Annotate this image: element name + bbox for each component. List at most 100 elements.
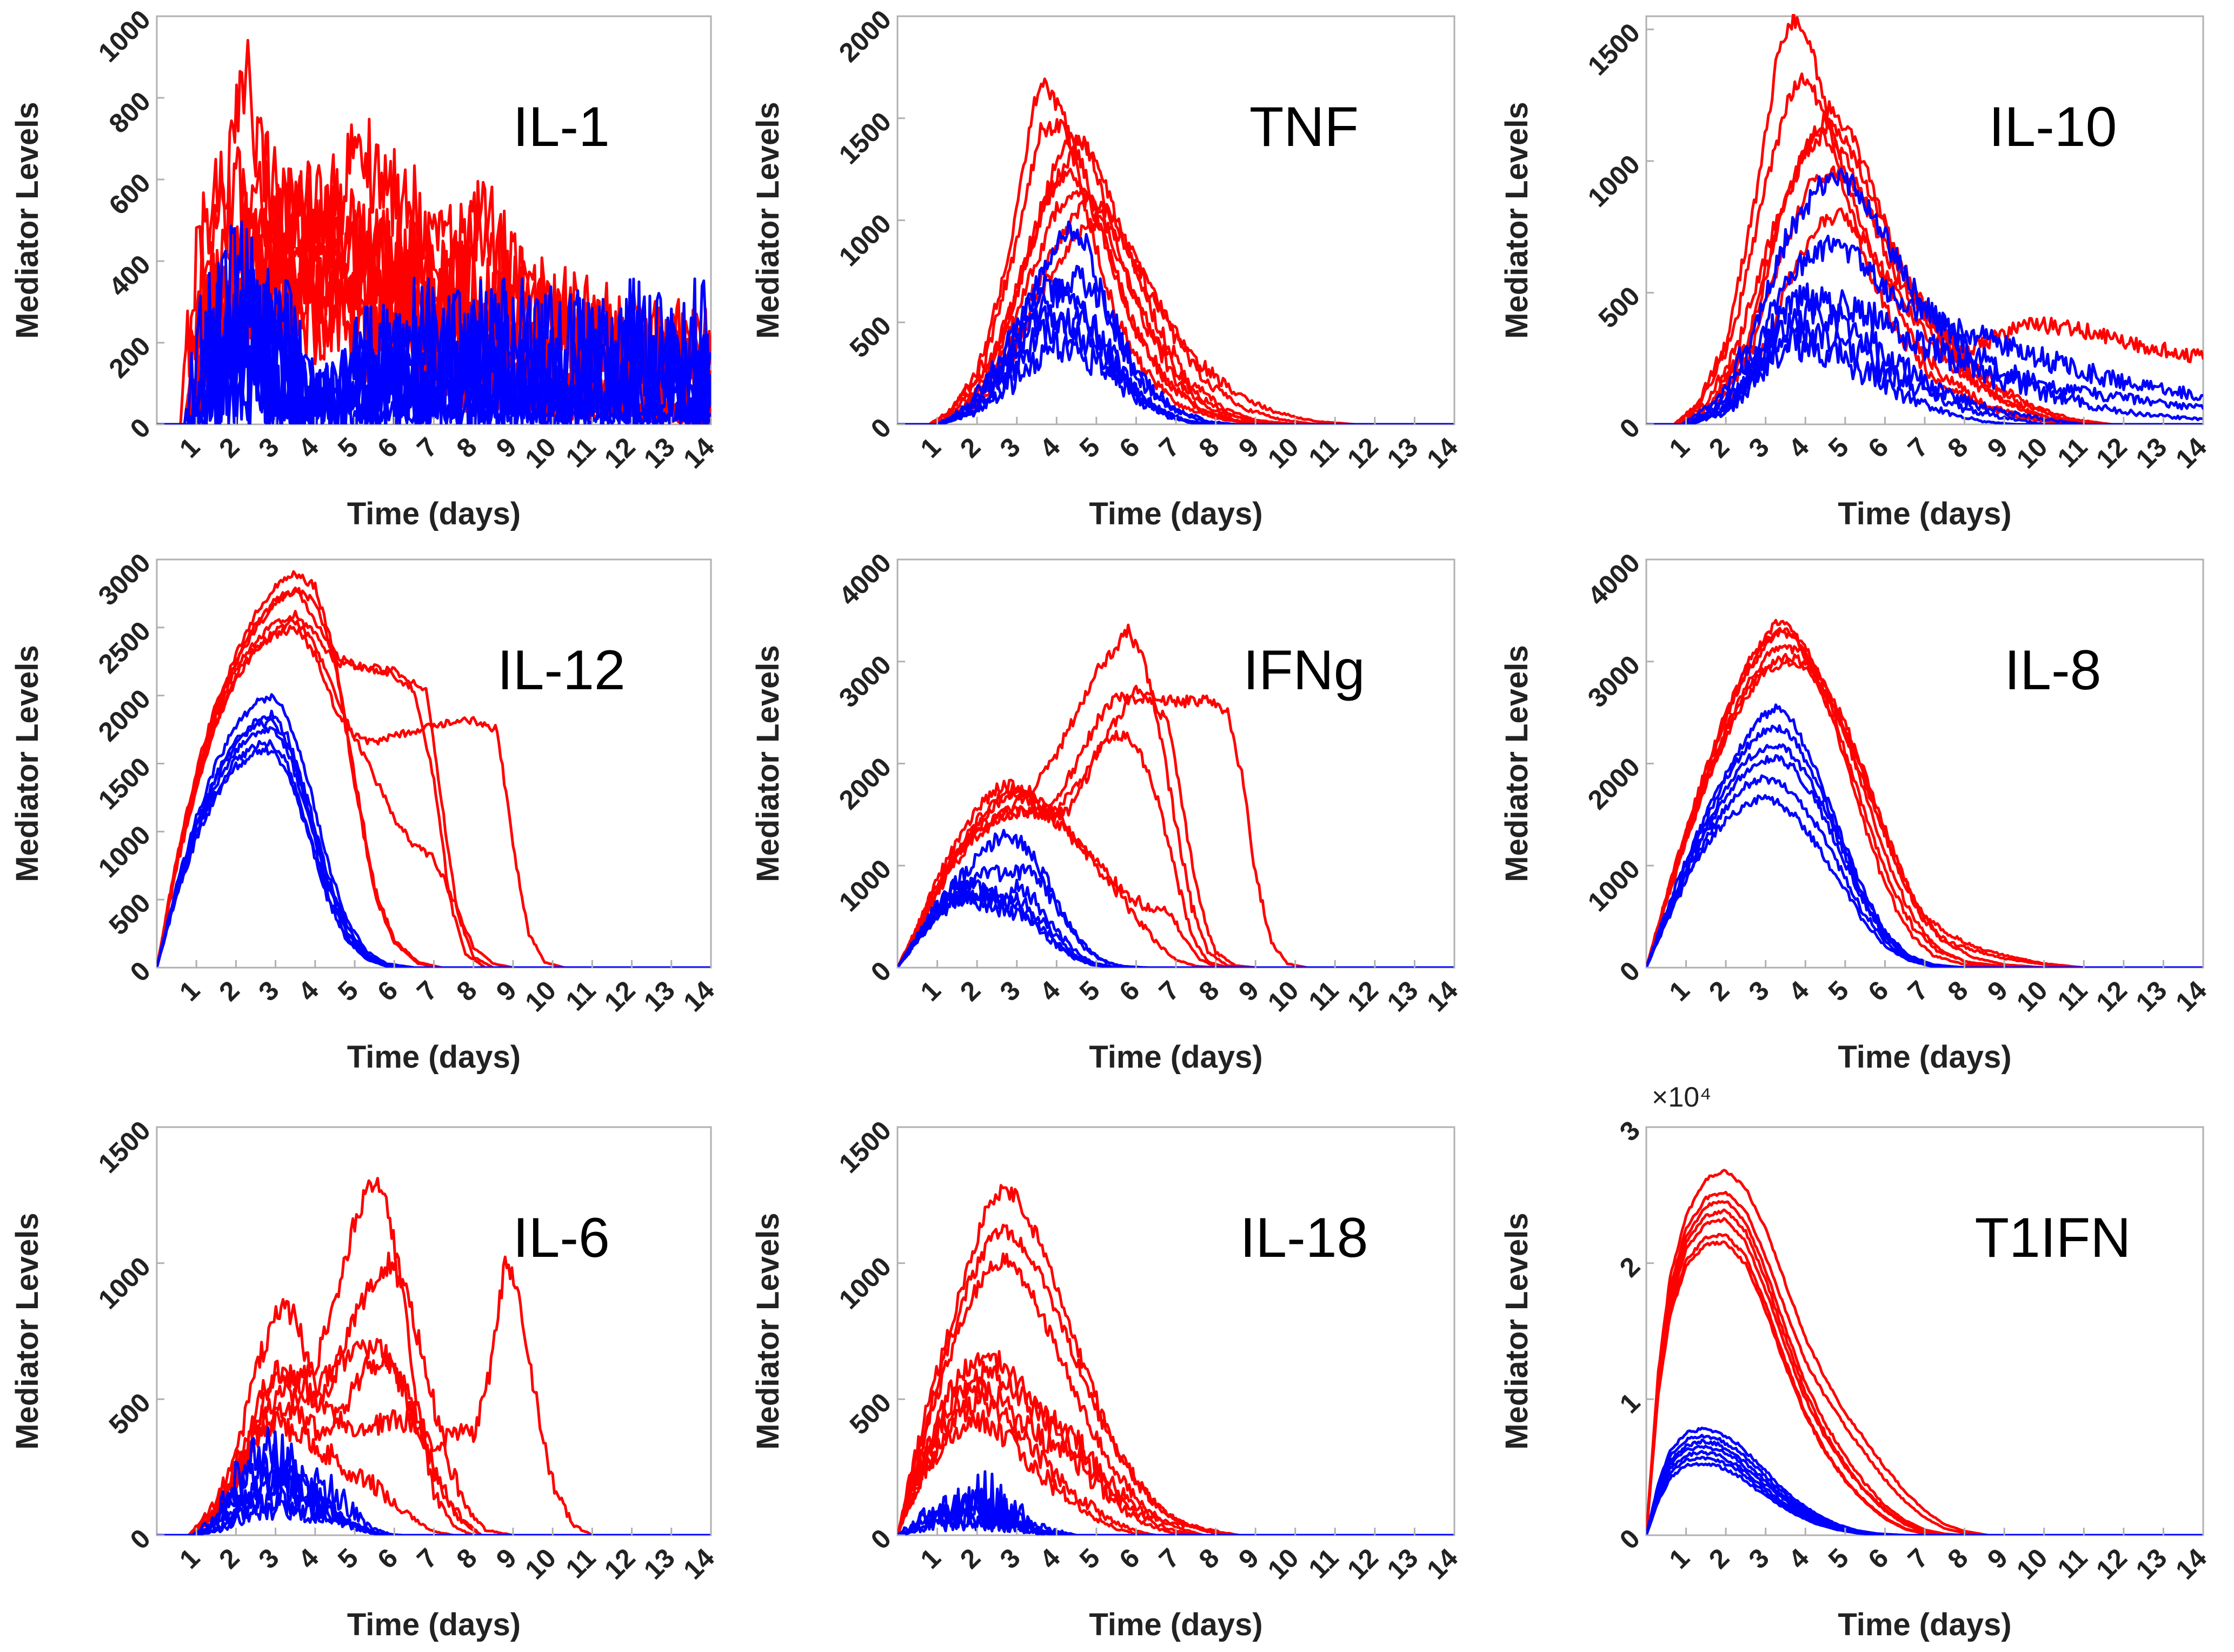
ytick-label: 1000 (92, 820, 156, 883)
red-trace-2 (897, 1223, 1454, 1535)
plot-frame (1645, 558, 2204, 969)
xtick-label: 5 (1823, 975, 1854, 1007)
ytick-label: 4000 (1582, 548, 1646, 611)
xtick-label: 8 (451, 975, 483, 1007)
ytick-label: 800 (103, 86, 157, 139)
xtick-label: 10 (1262, 975, 1305, 1018)
blue-trace-6 (1646, 1455, 2203, 1535)
blue-trace-5 (1646, 1450, 2203, 1535)
x-axis-label: Time (days) (347, 496, 521, 531)
panel-title: IL-12 (497, 639, 626, 702)
xtick-label: 5 (332, 432, 364, 464)
red-trace-6 (897, 730, 1454, 968)
ytick-label: 500 (844, 310, 897, 364)
xtick-label: 6 (1862, 975, 1894, 1007)
xtick-label: 4 (1034, 431, 1066, 463)
y-axis-label: Mediator Levels (750, 1213, 786, 1449)
red-trace-2 (1646, 1191, 2203, 1535)
traces-il-10 (1646, 14, 2203, 424)
xtick-label: 2 (213, 975, 245, 1007)
ytick-label: 0 (865, 412, 897, 444)
x-axis-label: Time (days) (1838, 1607, 2011, 1642)
xtick-label: 4 (1034, 975, 1066, 1007)
ytick-label: 1500 (92, 1115, 156, 1179)
ytick-label: 1500 (1582, 17, 1646, 81)
red-trace-7 (897, 1391, 1454, 1535)
ytick-label: 0 (1614, 1523, 1646, 1555)
blue-trace-6 (157, 717, 711, 968)
xtick-label: 2 (1703, 432, 1735, 464)
xtick-label: 10 (2011, 1543, 2053, 1586)
xtick-label: 9 (1233, 975, 1265, 1007)
xtick-label: 1 (914, 432, 946, 464)
xtick-label: 8 (1942, 1543, 1973, 1575)
red-trace-4 (897, 782, 1454, 968)
xtick-label: 4 (292, 431, 324, 463)
x-axis-label: Time (days) (1089, 1040, 1262, 1075)
xtick-label: 10 (519, 975, 562, 1018)
blue-trace-6 (157, 1465, 711, 1535)
xtick-label: 2 (1703, 1543, 1735, 1575)
xtick-label: 9 (1982, 1543, 2013, 1575)
xtick-label: 3 (994, 432, 1026, 464)
xtick-label: 6 (371, 975, 403, 1007)
xtick-label: 11 (2051, 432, 2093, 474)
xtick-label: 3 (1743, 1543, 1775, 1575)
y-axis-label: Mediator Levels (750, 102, 786, 338)
blue-trace-2 (897, 863, 1454, 968)
ytick-label: 1000 (92, 1251, 156, 1315)
xtick-label: 13 (638, 432, 681, 475)
xtick-label: 11 (1302, 432, 1344, 474)
xtick-label: 13 (2130, 432, 2173, 475)
y-axis-label: Mediator Levels (10, 1213, 45, 1449)
y-axis-label: Mediator Levels (10, 645, 45, 882)
xtick-label: 10 (2011, 432, 2053, 475)
xtick-label: 11 (560, 975, 601, 1017)
xtick-label: 4 (1783, 975, 1814, 1007)
ytick-label: 3000 (92, 548, 156, 611)
xtick-label: 3 (994, 975, 1026, 1007)
red-trace-4 (897, 1350, 1454, 1535)
xtick-label: 8 (451, 1543, 483, 1575)
blue-trace-5 (897, 892, 1454, 968)
xtick-label: 14 (677, 1542, 720, 1585)
xtick-label: 2 (1703, 975, 1735, 1007)
x-axis-label: Time (days) (347, 1607, 521, 1642)
xtick-label: 4 (1783, 1542, 1814, 1574)
red-trace-1 (1646, 1169, 2203, 1535)
xtick-label: 5 (1823, 1543, 1854, 1575)
xtick-label: 1 (1663, 432, 1695, 464)
y-axis-label: Mediator Levels (1499, 645, 1534, 882)
ytick-label: 0 (1614, 412, 1646, 444)
ytick-label: 1000 (1582, 149, 1646, 212)
xtick-label: 7 (1902, 1543, 1934, 1575)
xtick-label: 13 (2130, 975, 2173, 1018)
blue-trace-2 (1646, 235, 2203, 424)
ytick-label: 2000 (92, 683, 156, 747)
xtick-label: 6 (371, 1543, 403, 1575)
panel-title: IL-10 (1989, 96, 2117, 158)
xtick-label: 5 (1823, 432, 1854, 464)
red-trace-3 (897, 1252, 1454, 1535)
ytick-label: 500 (844, 1387, 897, 1441)
blue-trace-4 (157, 739, 711, 968)
ytick-label: 1000 (833, 854, 897, 917)
xtick-label: 9 (490, 975, 522, 1007)
blue-trace-6 (1646, 327, 2203, 424)
blue-trace-2 (1646, 1434, 2203, 1535)
xtick-label: 13 (2130, 1543, 2173, 1586)
blue-trace-3 (1646, 1438, 2203, 1535)
blue-trace-1 (897, 829, 1454, 968)
xtick-label: 9 (490, 432, 522, 464)
xtick-label: 3 (1743, 432, 1775, 464)
xtick-label: 9 (1233, 432, 1265, 464)
xtick-label: 14 (2170, 431, 2212, 474)
xtick-label: 11 (560, 1543, 601, 1584)
xtick-label: 1 (1663, 1543, 1695, 1575)
ytick-label: 2 (1614, 1251, 1646, 1283)
xtick-label: 11 (1302, 1543, 1344, 1584)
blue-trace-1 (1646, 1427, 2203, 1535)
xtick-label: 9 (1982, 432, 2013, 464)
